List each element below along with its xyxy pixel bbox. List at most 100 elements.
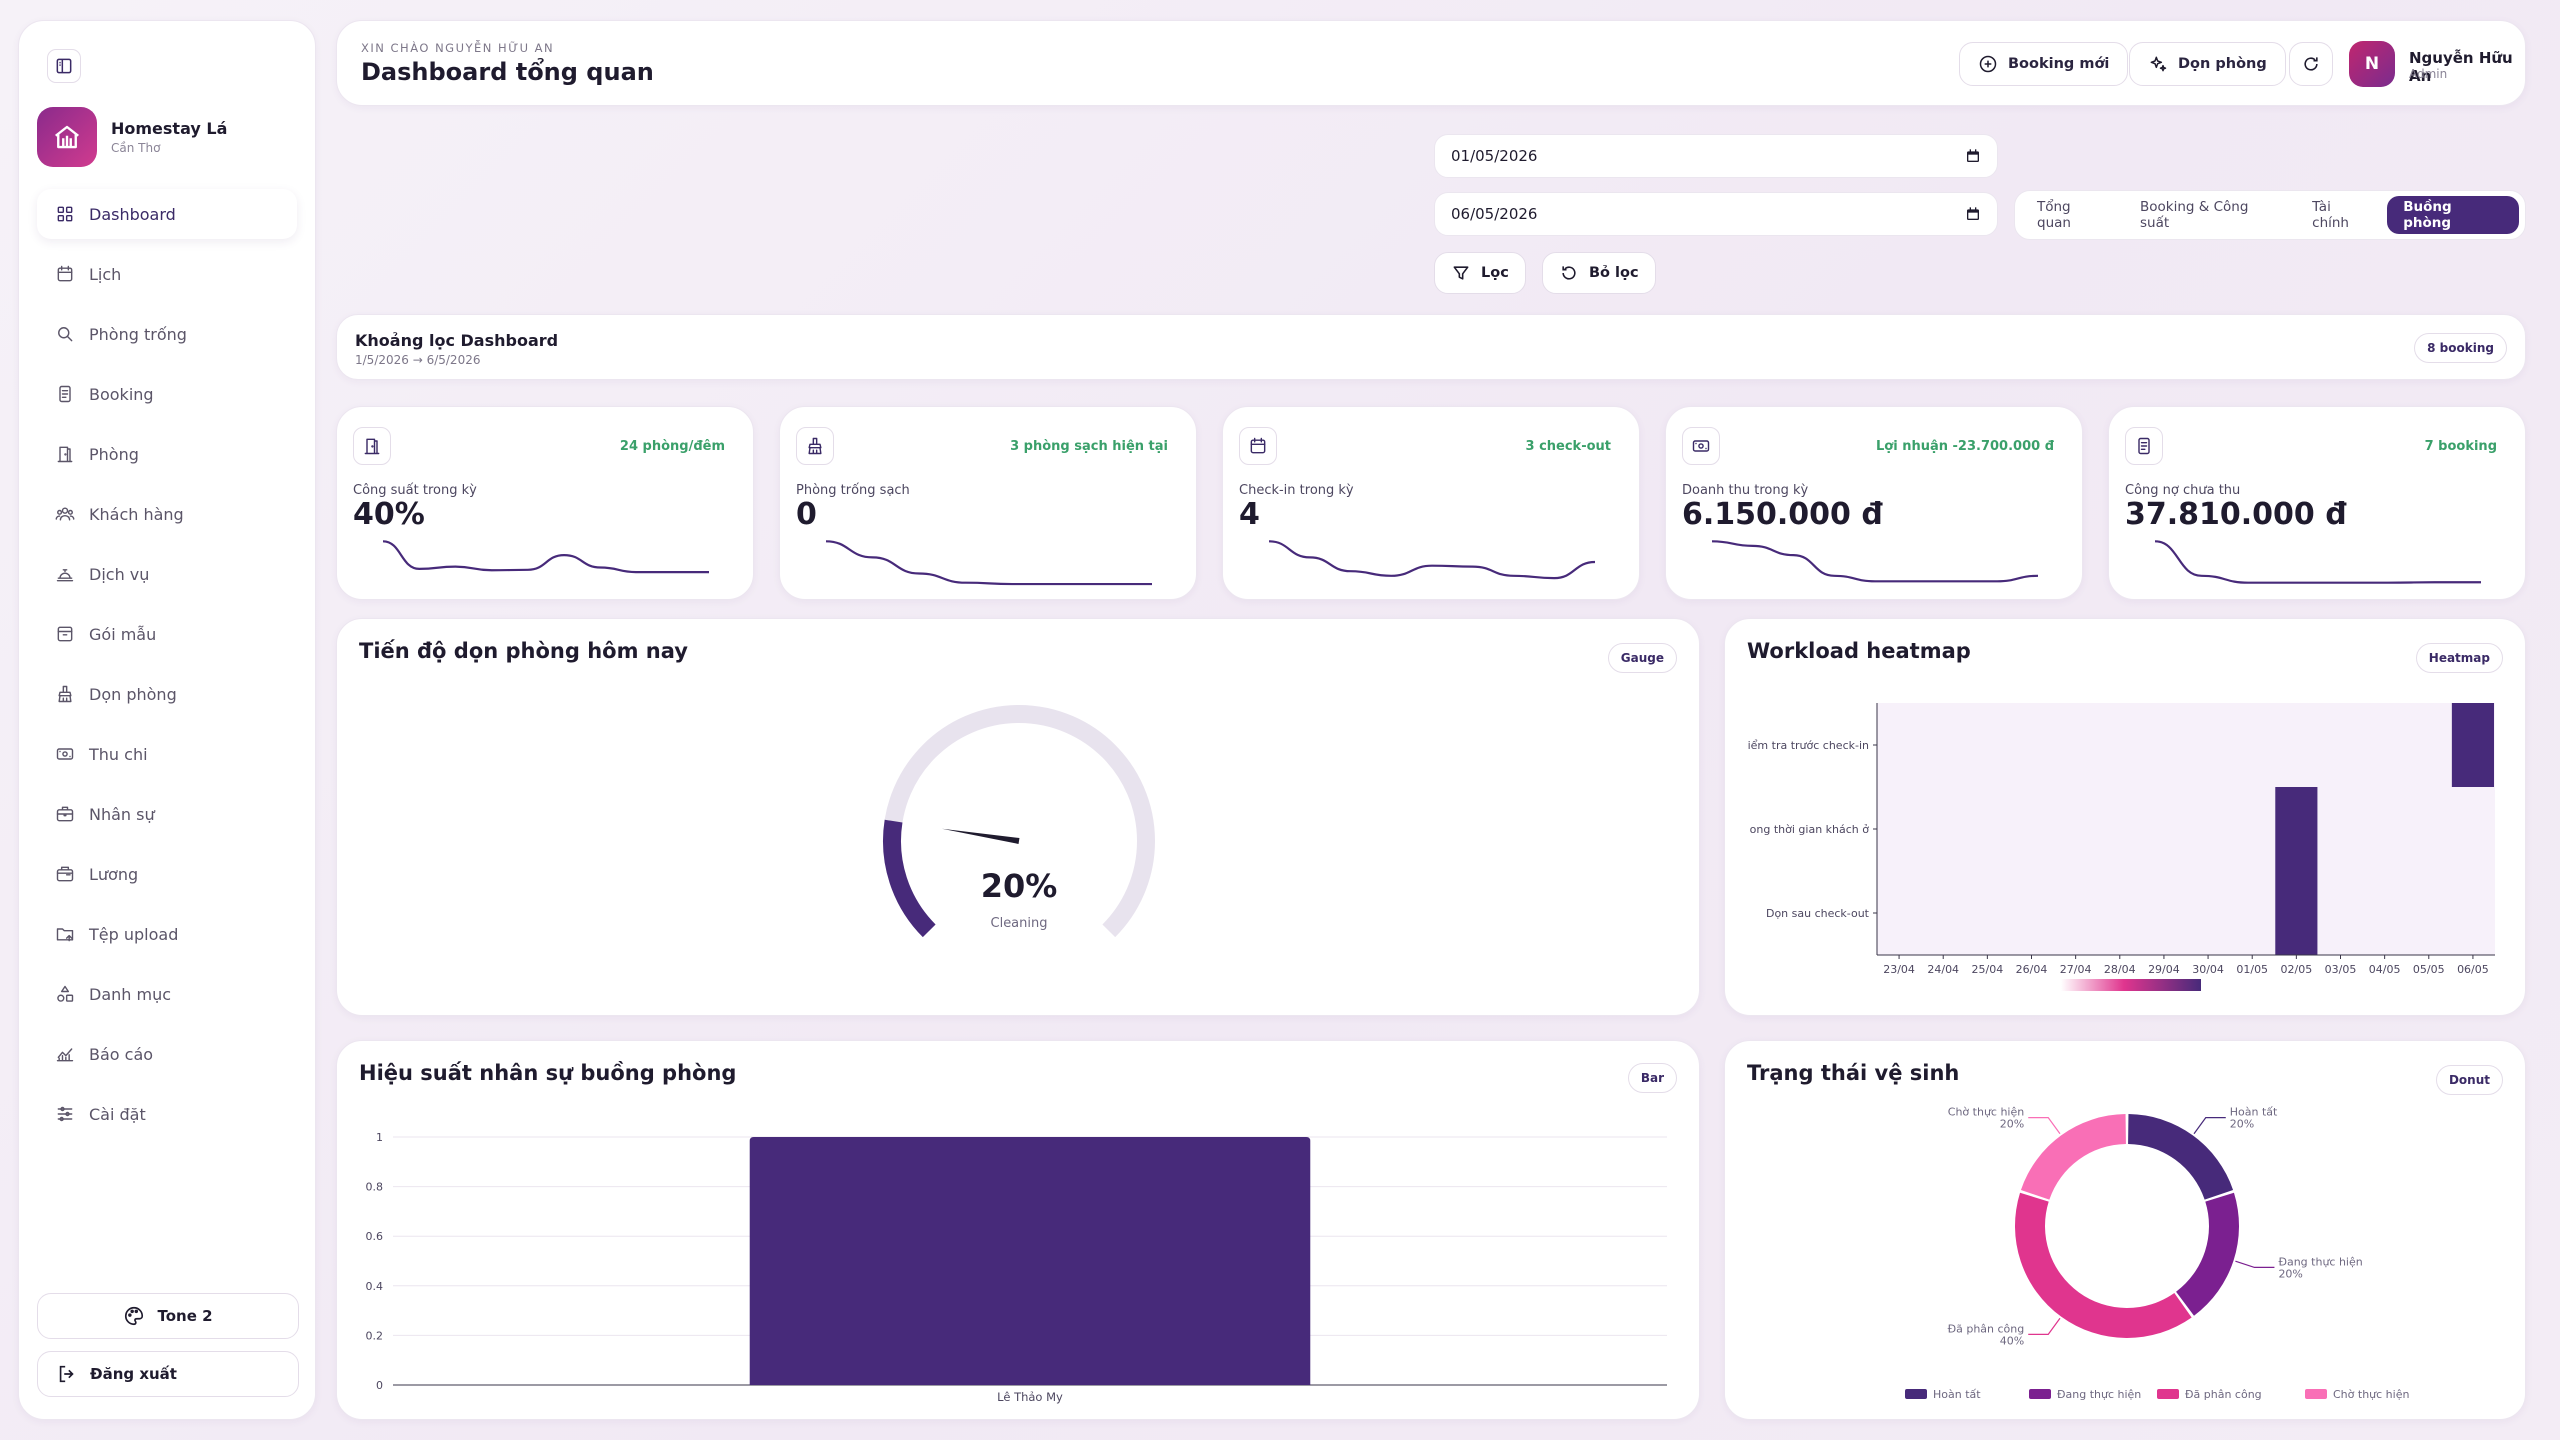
sidebar-item-13[interactable]: Danh mục bbox=[37, 969, 297, 1019]
sparkline-path bbox=[2154, 540, 2481, 584]
bar-y-tick-label: 0.6 bbox=[366, 1230, 384, 1243]
kpi-value: 40% bbox=[353, 497, 425, 532]
kpi-card-2: 3 check-out Check-in trong kỳ 4 bbox=[1222, 406, 1640, 600]
avatar[interactable]: N bbox=[2349, 41, 2395, 87]
legend-label: Chờ thực hiện bbox=[2333, 1388, 2409, 1401]
donut-leader-line bbox=[2028, 1116, 2061, 1135]
panel-title: Tiến độ dọn phòng hôm nay bbox=[359, 639, 688, 663]
kpi-value: 4 bbox=[1239, 497, 1260, 532]
bar-y-tick-label: 0.4 bbox=[366, 1280, 384, 1293]
search-icon bbox=[55, 324, 75, 344]
heatmap-cell bbox=[2451, 703, 2494, 787]
sidebar-item-0[interactable]: Dashboard bbox=[37, 189, 297, 239]
door-icon bbox=[362, 436, 382, 456]
sidebar-item-7[interactable]: Gói mẫu bbox=[37, 609, 297, 659]
refresh-button[interactable] bbox=[2289, 42, 2333, 86]
heatmap-x-label: 03/05 bbox=[2325, 963, 2357, 976]
sidebar-item-11[interactable]: Lương bbox=[37, 849, 297, 899]
heatmap-color-scale bbox=[2061, 979, 2201, 991]
donut-slice-label: Đang thực hiện bbox=[2278, 1255, 2362, 1268]
new-booking-button[interactable]: Booking mới bbox=[1959, 42, 2129, 86]
bar-y-tick-label: 0 bbox=[376, 1379, 383, 1392]
panel-title: Trạng thái vệ sinh bbox=[1747, 1061, 1960, 1085]
range-value: 1/5/2026 → 6/5/2026 bbox=[355, 353, 481, 367]
sidebar-toggle-button[interactable] bbox=[47, 49, 81, 83]
page-title: Dashboard tổng quan bbox=[361, 58, 654, 86]
sidebar-item-2[interactable]: Phòng trống bbox=[37, 309, 297, 359]
kpi-label: Doanh thu trong kỳ bbox=[1682, 483, 1809, 498]
tab-0[interactable]: Tổng quan bbox=[2037, 199, 2071, 231]
bar-chart: 0 0.2 0.4 0.6 0.8 1 Lê Thảo My bbox=[366, 1131, 1667, 1404]
legend-swatch bbox=[1905, 1389, 1927, 1399]
heatmap-x-label: 01/05 bbox=[2236, 963, 2268, 976]
sidebar-item-4[interactable]: Phòng bbox=[37, 429, 297, 479]
filter-button[interactable]: Lọc bbox=[1434, 252, 1526, 294]
bar-y-tick-label: 0.2 bbox=[366, 1329, 384, 1342]
cleaning-button[interactable]: Dọn phòng bbox=[2129, 42, 2286, 86]
bar-y-tick-label: 1 bbox=[376, 1131, 383, 1144]
sidebar-item-label: Nhân sự bbox=[89, 804, 155, 824]
heatmap-y-label: ong thời gian khách ở bbox=[1750, 823, 1870, 836]
gauge-chart: 20% Cleaning bbox=[883, 705, 1155, 938]
brand-city: Cần Thơ bbox=[111, 141, 161, 155]
kpi-badge: 3 check-out bbox=[1525, 439, 1612, 454]
sidebar-item-14[interactable]: Báo cáo bbox=[37, 1029, 297, 1079]
heatmap-x-label: 27/04 bbox=[2060, 963, 2092, 976]
kpi-value: 37.810.000 đ bbox=[2125, 497, 2347, 532]
sidebar-item-label: Booking bbox=[89, 384, 154, 404]
package-icon bbox=[55, 624, 75, 644]
legend-swatch bbox=[2305, 1389, 2327, 1399]
folder-icon bbox=[55, 924, 75, 944]
donut-slice bbox=[2128, 1114, 2234, 1200]
kpi-badge: 7 booking bbox=[2424, 439, 2497, 454]
donut-slice-value: 20% bbox=[2000, 1118, 2024, 1131]
sidebar-item-label: Phòng trống bbox=[89, 324, 187, 344]
sidebar-item-8[interactable]: Dọn phòng bbox=[37, 669, 297, 719]
sidebar-item-1[interactable]: Lịch bbox=[37, 249, 297, 299]
heatmap-x-label: 24/04 bbox=[1927, 963, 1959, 976]
sidebar-item-label: Lương bbox=[89, 864, 139, 884]
sidebar-item-label: Lịch bbox=[89, 264, 122, 284]
sparkline-path bbox=[382, 540, 709, 574]
money-icon bbox=[1691, 436, 1711, 456]
brand-name: Homestay Lá bbox=[111, 119, 228, 138]
money-icon bbox=[55, 744, 75, 764]
donut-slice-value: 20% bbox=[2278, 1267, 2302, 1280]
tab-2[interactable]: Tài chính bbox=[2312, 199, 2349, 231]
logout-button[interactable]: Đăng xuất bbox=[37, 1351, 299, 1397]
tone-button[interactable]: Tone 2 bbox=[37, 1293, 299, 1339]
heatmap-x-label: 23/04 bbox=[1883, 963, 1915, 976]
bar bbox=[749, 1137, 1311, 1385]
sidebar-item-5[interactable]: Khách hàng bbox=[37, 489, 297, 539]
cleaning-progress-panel: Tiến độ dọn phòng hôm nay Gauge 20% Clean… bbox=[336, 618, 1700, 1016]
calendar-icon bbox=[55, 264, 75, 284]
date-from-input[interactable]: 01/05/2026 bbox=[1434, 134, 1998, 178]
calendar-picker-icon[interactable] bbox=[1965, 206, 1981, 222]
chart-type-badge: Donut bbox=[2435, 1065, 2503, 1095]
homestay-logo-icon bbox=[37, 107, 97, 167]
sidebar-item-10[interactable]: Nhân sự bbox=[37, 789, 297, 839]
sidebar-item-9[interactable]: Thu chi bbox=[37, 729, 297, 779]
sidebar-item-12[interactable]: Tệp upload bbox=[37, 909, 297, 959]
kpi-sparkline bbox=[825, 540, 1152, 586]
sidebar-item-6[interactable]: Dịch vụ bbox=[37, 549, 297, 599]
sidebar-item-3[interactable]: Booking bbox=[37, 369, 297, 419]
tab-3[interactable]: Buồng phòng bbox=[2387, 196, 2520, 234]
sidebar-item-label: Dịch vụ bbox=[89, 564, 150, 584]
chart-icon bbox=[55, 1044, 75, 1064]
reset-filter-button[interactable]: Bỏ lọc bbox=[1542, 252, 1656, 294]
filter-icon bbox=[1453, 266, 1469, 280]
date-to-input[interactable]: 06/05/2026 bbox=[1434, 192, 1998, 236]
sliders-icon bbox=[55, 1104, 75, 1124]
donut-slice-label: Chờ thực hiện bbox=[1948, 1106, 2024, 1119]
broom-icon bbox=[55, 684, 75, 704]
grid-icon bbox=[55, 204, 75, 224]
heatmap-x-label: 25/04 bbox=[1972, 963, 2004, 976]
sidebar-item-15[interactable]: Cài đặt bbox=[37, 1089, 297, 1139]
calendar-picker-icon[interactable] bbox=[1965, 148, 1981, 164]
tab-1[interactable]: Booking & Công suất bbox=[2140, 199, 2249, 231]
sidebar-item-label: Gói mẫu bbox=[89, 624, 157, 644]
donut-leader-line bbox=[2193, 1116, 2226, 1135]
kpi-sparkline bbox=[1268, 540, 1596, 580]
legend-swatch bbox=[2029, 1389, 2051, 1399]
